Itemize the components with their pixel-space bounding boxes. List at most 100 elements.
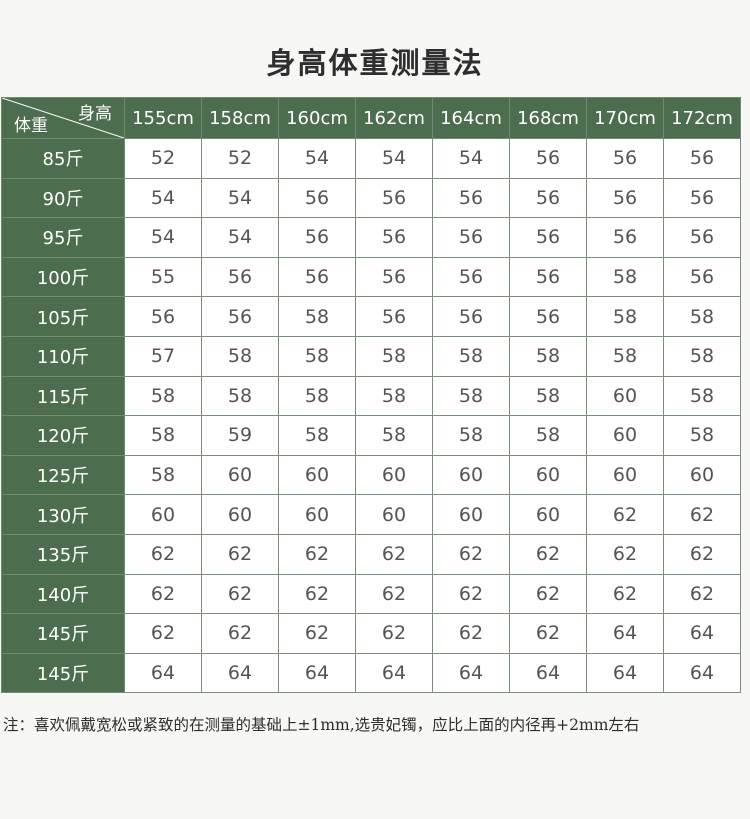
size-cell: 62: [278, 573, 356, 615]
footnote-note: 注：喜欢佩戴宽松或紧致的在测量的基础上±1mm,选贵妃镯，应比上面的内径再+2m…: [3, 716, 640, 734]
size-cell: 56: [201, 296, 279, 337]
size-cell: 62: [586, 573, 664, 615]
size-cell: 56: [355, 177, 433, 219]
table-row: 85斤 52 52 54 54 54 56 56 56: [1, 138, 741, 179]
size-cell: 58: [509, 335, 587, 377]
size-cell: 60: [278, 454, 356, 496]
size-cell: 58: [509, 375, 587, 417]
size-cell: 58: [278, 415, 356, 456]
size-cell: 62: [663, 533, 741, 575]
size-cell: 62: [432, 573, 510, 615]
size-cell: 64: [586, 652, 664, 694]
size-cell: 54: [432, 138, 510, 179]
size-cell: 56: [663, 138, 741, 179]
table-row: 140斤 62 62 62 62 62 62 62 62: [1, 573, 741, 615]
size-cell: 52: [124, 138, 202, 179]
size-cell: 60: [586, 415, 664, 456]
table-row: 100斤 55 56 56 56 56 56 58 56: [1, 256, 741, 298]
weight-row-header: 110斤: [1, 335, 125, 377]
size-cell: 56: [201, 256, 279, 298]
size-cell: 56: [509, 296, 587, 337]
table-row: 135斤 62 62 62 62 62 62 62 62: [1, 533, 741, 575]
size-cell: 60: [355, 454, 433, 496]
weight-row-header: 95斤: [1, 217, 125, 258]
size-cell: 60: [201, 494, 279, 535]
size-cell: 56: [663, 256, 741, 298]
size-cell: 56: [355, 296, 433, 337]
size-cell: 58: [432, 415, 510, 456]
size-cell: 62: [278, 613, 356, 654]
height-column-header: 170cm: [586, 97, 664, 139]
size-cell: 60: [432, 454, 510, 496]
size-cell: 58: [509, 415, 587, 456]
size-cell: 56: [586, 138, 664, 179]
height-column-header: 158cm: [201, 97, 279, 139]
size-cell: 58: [201, 375, 279, 417]
size-cell: 62: [663, 494, 741, 535]
weight-row-header: 105斤: [1, 296, 125, 337]
size-cell: 56: [432, 296, 510, 337]
table-row: 90斤 54 54 56 56 56 56 56 56: [1, 177, 741, 219]
size-cell: 62: [432, 613, 510, 654]
size-cell: 56: [355, 217, 433, 258]
size-cell: 62: [124, 613, 202, 654]
size-cell: 56: [663, 217, 741, 258]
size-cell: 58: [586, 335, 664, 377]
size-cell: 64: [355, 652, 433, 694]
size-cell: 60: [355, 494, 433, 535]
size-cell: 57: [124, 335, 202, 377]
size-cell: 58: [663, 375, 741, 417]
corner-weight-label: 体重: [14, 116, 48, 136]
size-cell: 58: [355, 415, 433, 456]
weight-row-header: 145斤: [1, 613, 125, 654]
weight-row-header: 125斤: [1, 454, 125, 496]
size-cell: 58: [432, 335, 510, 377]
size-cell: 64: [201, 652, 279, 694]
weight-row-header: 115斤: [1, 375, 125, 417]
size-cell: 58: [663, 296, 741, 337]
corner-header-cell: 身高 体重: [1, 97, 125, 139]
size-cell: 64: [509, 652, 587, 694]
table-row: 145斤 64 64 64 64 64 64 64 64: [1, 652, 741, 694]
height-column-header: 168cm: [509, 97, 587, 139]
size-cell: 56: [509, 177, 587, 219]
size-cell: 56: [663, 177, 741, 219]
size-cell: 58: [663, 335, 741, 377]
size-cell: 58: [124, 375, 202, 417]
size-cell: 58: [201, 335, 279, 377]
corner-diagonal-line: [2, 98, 124, 138]
weight-row-header: 130斤: [1, 494, 125, 535]
size-cell: 58: [124, 454, 202, 496]
size-cell: 56: [586, 217, 664, 258]
size-cell: 60: [124, 494, 202, 535]
size-cell: 56: [278, 256, 356, 298]
size-table-body: 85斤 52 52 54 54 54 56 56 56 90斤 54 54 56 56 56 56 56 56 95…: [1, 138, 741, 694]
weight-row-header: 120斤: [1, 415, 125, 456]
size-cell: 58: [124, 415, 202, 456]
height-column-header: 172cm: [663, 97, 741, 139]
height-column-header: 162cm: [355, 97, 433, 139]
size-cell: 54: [201, 217, 279, 258]
size-cell: 59: [201, 415, 279, 456]
header-row: 身高 体重 155cm 158cm 160cm 162cm 164cm 168c…: [1, 97, 741, 139]
table-row: 125斤 58 60 60 60 60 60 60 60: [1, 454, 741, 496]
size-cell: 58: [586, 256, 664, 298]
table-row: 115斤 58 58 58 58 58 58 60 58: [1, 375, 741, 417]
size-cell: 56: [432, 217, 510, 258]
size-cell: 62: [124, 573, 202, 615]
size-cell: 62: [201, 533, 279, 575]
corner-height-label: 身高: [78, 104, 112, 124]
size-cell: 62: [201, 613, 279, 654]
size-cell: 62: [201, 573, 279, 615]
size-cell: 58: [278, 375, 356, 417]
size-cell: 58: [278, 335, 356, 377]
weight-row-header: 140斤: [1, 573, 125, 615]
size-cell: 64: [663, 652, 741, 694]
size-cell: 62: [355, 533, 433, 575]
size-cell: 58: [663, 415, 741, 456]
size-cell: 60: [278, 494, 356, 535]
height-column-header: 155cm: [124, 97, 202, 139]
size-cell: 62: [432, 533, 510, 575]
size-cell: 56: [509, 256, 587, 298]
size-cell: 62: [278, 533, 356, 575]
